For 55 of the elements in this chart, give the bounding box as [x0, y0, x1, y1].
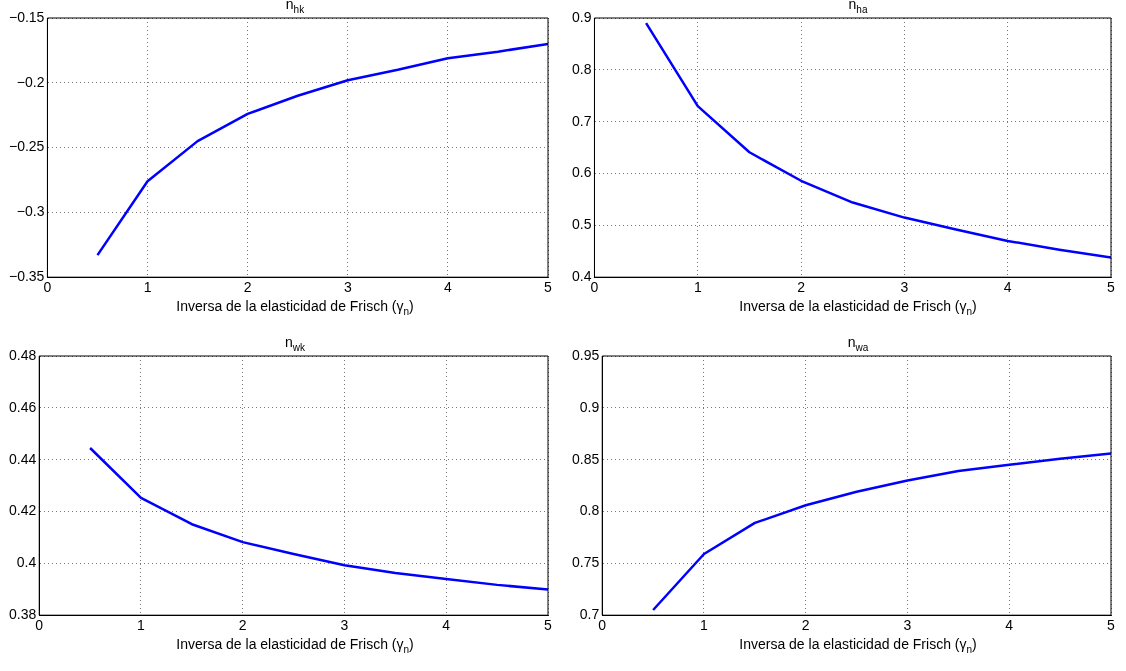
x-tick-label: 0 — [43, 279, 52, 296]
x-axis-title: Inversa de la elasticidad de Frisch (γ$_{n}$) — [738, 636, 978, 655]
x-tick-label: 5 — [1107, 617, 1116, 634]
y-tick-label: −0.15 — [8, 8, 45, 25]
x-tick-label: 2 — [801, 617, 810, 634]
x-tick-label: 1 — [693, 279, 702, 296]
y-tick-label: 0.8 — [579, 502, 600, 519]
x-tick-label: 3 — [903, 617, 912, 634]
x-axis-title: Inversa de la elasticidad de Frisch (γ$_{n}$) — [738, 298, 978, 317]
chart-title: n$_{wk}$ — [284, 334, 306, 353]
x-tick-label: 1 — [143, 279, 152, 296]
x-tick-label: 1 — [700, 617, 709, 634]
x-tick-label: 5 — [1107, 279, 1116, 296]
y-tick-label: −0.25 — [8, 138, 45, 155]
x-tick-label: 3 — [343, 279, 352, 296]
y-tick-label: 0.95 — [572, 346, 600, 363]
x-tick-label: 4 — [1005, 617, 1014, 634]
y-tick-label: 0.46 — [9, 398, 37, 415]
x-tick-label: 3 — [900, 279, 909, 296]
x-tick-label: 0 — [35, 617, 44, 634]
x-tick-label: 1 — [137, 617, 146, 634]
x-tick-label: 4 — [443, 279, 452, 296]
y-tick-label: 0.6 — [571, 164, 592, 181]
y-tick-label: 0.38 — [9, 606, 37, 623]
x-tick-label: 5 — [544, 279, 553, 296]
x-tick-label: 4 — [442, 617, 451, 634]
y-tick-label: −0.35 — [8, 268, 45, 285]
chart-title: n$_{wa}$ — [847, 334, 869, 353]
x-tick-label: 0 — [598, 617, 607, 634]
chart-title: n$_{ha}$ — [848, 0, 868, 15]
y-tick-label: 0.85 — [572, 450, 600, 467]
y-tick-label: 0.9 — [579, 398, 600, 415]
y-tick-label: 0.44 — [9, 450, 37, 467]
chart-title: n$_{hk}$ — [285, 0, 305, 15]
x-tick-label: 2 — [243, 279, 252, 296]
x-tick-label: 4 — [1003, 279, 1012, 296]
y-tick-label: 0.4 — [571, 268, 592, 285]
y-tick-label: 0.4 — [16, 554, 37, 571]
y-tick-label: 0.42 — [9, 502, 37, 519]
y-tick-label: 0.7 — [579, 606, 600, 623]
x-tick-label: 0 — [590, 279, 599, 296]
y-tick-label: −0.2 — [16, 73, 45, 90]
x-tick-label: 2 — [797, 279, 806, 296]
y-tick-label: 0.8 — [571, 60, 592, 77]
y-tick-label: 0.9 — [571, 8, 592, 25]
y-tick-label: 0.75 — [572, 554, 600, 571]
y-tick-label: −0.3 — [16, 203, 45, 220]
x-axis-title: Inversa de la elasticidad de Frisch (γ$_{n}$) — [175, 636, 415, 655]
x-axis-title: Inversa de la elasticidad de Frisch (γ$_{n}$) — [175, 298, 415, 317]
x-tick-label: 5 — [544, 617, 553, 634]
y-tick-label: 0.5 — [571, 216, 592, 233]
x-tick-label: 2 — [238, 617, 247, 634]
y-tick-label: 0.48 — [9, 346, 37, 363]
x-tick-label: 3 — [340, 617, 349, 634]
y-tick-label: 0.7 — [571, 112, 592, 129]
